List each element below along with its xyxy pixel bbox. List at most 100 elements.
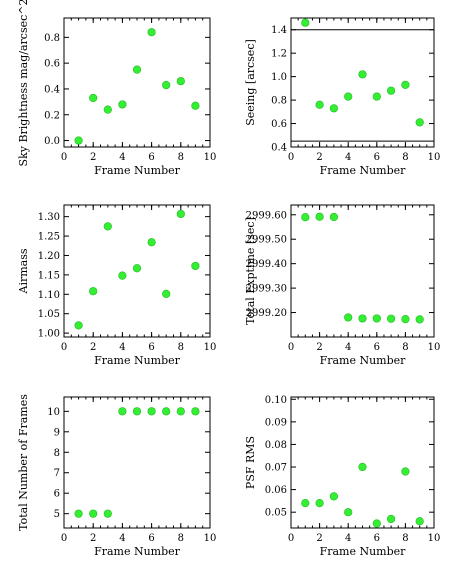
total-exptime-y-axis-label: Total Exptime [sec] [244,217,257,325]
x-tick-label: 0 [288,152,294,163]
data-point [387,314,396,323]
total-frames-panel: 0 2 4 6 8 10 5 6 7 8 9 10 Frame Number Total Number o… [17,394,216,558]
x-tick-label: 2 [90,152,96,163]
y-tick-label: 2999.40 [246,259,287,270]
x-tick-label: 8 [178,342,184,353]
data-point [89,93,98,103]
x-tick-label: 4 [345,152,351,163]
x-tick-label: 4 [119,342,125,353]
total-frames-axes-frame [63,396,211,529]
y-tick-label: 6 [54,489,60,500]
y-tick-label: 0.05 [265,508,287,519]
data-point [147,28,156,37]
x-tick-label: 0 [61,342,67,353]
sky-brightness-panel: 0 2 4 6 8 10 0.0 0.2 0.4 0.6 0.8 Frame Number Sky Br… [17,0,216,177]
data-point [103,509,112,518]
y-tick-label: 1.05 [38,309,60,320]
data-point [401,315,410,324]
x-tick-label: 10 [428,152,441,163]
y-tick-label: 0.4 [271,143,287,154]
y-tick-label: 8 [54,448,60,459]
y-tick-label: 0.08 [265,440,287,451]
x-tick-label: 2 [316,533,322,544]
data-point [176,77,185,86]
data-point [118,100,127,109]
y-tick-label: 0.07 [265,463,287,474]
y-tick-label: 5 [54,509,60,520]
y-tick-label: 9 [54,427,60,438]
y-tick-label: 1.10 [38,290,60,301]
x-tick-label: 6 [374,342,380,353]
data-point [118,407,127,416]
y-tick-label: 1.2 [271,49,287,60]
y-tick-label: 0.6 [44,59,60,70]
seeing-x-axis-label: Frame Number [320,164,407,177]
data-point [372,519,381,528]
x-tick-label: 4 [345,342,351,353]
y-tick-label: 0.8 [271,96,287,107]
data-point [301,213,310,222]
sky-brightness-axes-frame [63,17,211,148]
data-point [132,264,142,273]
psf-rms-x-axis-label: Frame Number [320,545,407,558]
x-tick-label: 8 [402,342,408,353]
data-point [89,287,98,296]
y-tick-label: 2999.30 [246,284,287,295]
x-tick-label: 0 [61,152,67,163]
y-tick-label: 0.6 [271,119,287,130]
y-tick-label: 1.4 [271,25,287,36]
data-point [147,238,156,247]
data-point [301,499,310,508]
data-point [344,313,353,322]
sky-brightness-x-axis-label: Frame Number [94,164,181,177]
x-tick-label: 2 [316,342,322,353]
x-tick-label: 2 [90,342,96,353]
data-point [358,314,367,323]
x-tick-label: 2 [90,533,96,544]
y-tick-label: 0.10 [265,395,287,406]
x-tick-label: 10 [204,152,217,163]
data-point [344,508,353,517]
data-point [415,517,424,526]
y-tick-label: 1.25 [38,232,60,243]
data-point [415,315,424,324]
y-tick-label: 0.2 [44,110,60,121]
x-tick-label: 8 [402,533,408,544]
data-point [315,212,324,221]
total-exptime-panel: 0 2 4 6 8 10 2999.20 2999.30 2999.40 2999.50 2999.… [244,204,440,367]
data-point [162,80,171,90]
psf-rms-panel: 0 2 4 6 8 10 0.05 0.06 0.07 0.08 0.09 0.10 Frame Num… [244,395,440,558]
data-point [191,261,200,271]
x-tick-label: 0 [61,533,67,544]
y-tick-label: 0.8 [44,33,60,44]
data-point [387,514,396,524]
x-tick-label: 0 [288,533,294,544]
data-point [415,118,424,127]
data-point [103,105,112,114]
data-point [132,65,142,74]
total-exptime-x-axis-label: Frame Number [320,354,407,367]
airmass-y-axis-label: Airmass [17,248,30,294]
data-point [358,462,367,472]
x-tick-label: 6 [374,533,380,544]
psf-rms-axes-frame [290,396,435,529]
data-point [372,92,381,101]
data-point [329,104,339,113]
total-frames-y-axis-label: Total Number of Frames [17,394,30,531]
data-point [74,136,83,145]
x-tick-label: 10 [204,342,217,353]
data-point [358,70,367,79]
y-tick-label: 0.06 [265,485,287,496]
y-tick-label: 0.0 [44,136,60,147]
x-tick-label: 10 [204,533,217,544]
data-point [89,509,98,518]
data-point [344,92,353,101]
y-tick-label: 1.0 [271,72,287,83]
seeing-panel: 0 2 4 6 8 10 0.4 0.6 0.8 1.0 1.2 1.4 Frame Number See… [244,17,441,177]
total-frames-x-axis-label: Frame Number [94,545,181,558]
y-tick-label: 1.20 [38,251,60,262]
y-tick-label: 0.4 [44,84,60,95]
data-point [329,212,339,222]
data-point [372,314,381,323]
